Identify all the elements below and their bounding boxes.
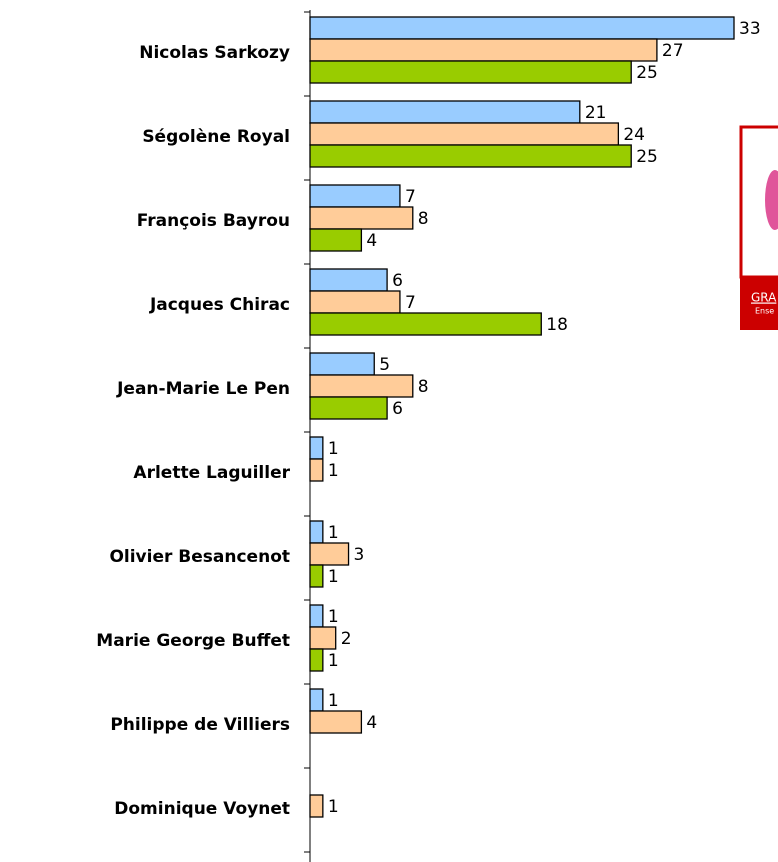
value-label: 4: [366, 231, 377, 251]
bar: [309, 352, 375, 376]
ad-title[interactable]: GRA: [751, 291, 777, 305]
bar: [309, 688, 324, 712]
value-label: 1: [328, 439, 339, 459]
value-label: 4: [366, 713, 377, 733]
value-label: 1: [328, 523, 339, 543]
value-label: 3: [354, 545, 365, 565]
bar: [309, 520, 324, 544]
category-label: Philippe de Villiers: [110, 715, 290, 735]
bar: [309, 542, 350, 566]
bar: [309, 100, 581, 124]
value-label: 1: [328, 691, 339, 711]
ad-banner: GRA Ense: [739, 125, 778, 330]
bar: [309, 648, 324, 672]
value-label: 8: [418, 377, 429, 397]
category-label: Arlette Laguiller: [133, 463, 290, 483]
bar: [309, 436, 324, 460]
category-label: François Bayrou: [137, 211, 290, 231]
bar: [309, 122, 620, 146]
bar: [309, 290, 401, 314]
value-label: 1: [328, 797, 339, 817]
value-label: 8: [418, 209, 429, 229]
bar: [309, 564, 324, 588]
value-label: 2: [341, 629, 352, 649]
bar: [309, 374, 414, 398]
bar: [309, 144, 632, 168]
category-label: Olivier Besancenot: [109, 547, 290, 567]
bar: [309, 396, 388, 420]
bar: [309, 268, 388, 292]
value-label: 33: [739, 19, 761, 39]
ad-subtitle: Ense: [755, 307, 774, 316]
value-label: 6: [392, 271, 403, 291]
value-label: 1: [328, 607, 339, 627]
value-label: 25: [636, 147, 658, 167]
bar: [309, 604, 324, 628]
bar: [309, 38, 658, 62]
bar: [309, 458, 324, 482]
ad-image: [765, 170, 778, 230]
value-label: 1: [328, 461, 339, 481]
value-label: 7: [405, 187, 416, 207]
category-label: Jacques Chirac: [149, 295, 290, 315]
category-label: Marie George Buffet: [96, 631, 290, 651]
value-label: 24: [623, 125, 645, 145]
value-label: 6: [392, 399, 403, 419]
category-label: Nicolas Sarkozy: [139, 43, 290, 63]
bar: [309, 60, 632, 84]
bar: [309, 312, 542, 336]
value-label: 25: [636, 63, 658, 83]
bar: [309, 710, 363, 734]
value-label: 18: [546, 315, 568, 335]
value-label: 21: [585, 103, 607, 123]
value-label: 7: [405, 293, 416, 313]
category-label: Jean-Marie Le Pen: [116, 379, 290, 399]
value-label: 1: [328, 651, 339, 671]
ad-footer: [740, 277, 778, 330]
category-label: Ségolène Royal: [142, 127, 290, 147]
value-label: 1: [328, 567, 339, 587]
value-label: 27: [662, 41, 684, 61]
bar: [309, 794, 324, 818]
bar: [309, 228, 363, 252]
bar: [309, 184, 401, 208]
bar: [309, 16, 735, 40]
bar: [309, 206, 414, 230]
value-label: 5: [379, 355, 390, 375]
bar: [309, 626, 337, 650]
category-label: Dominique Voynet: [114, 799, 290, 819]
